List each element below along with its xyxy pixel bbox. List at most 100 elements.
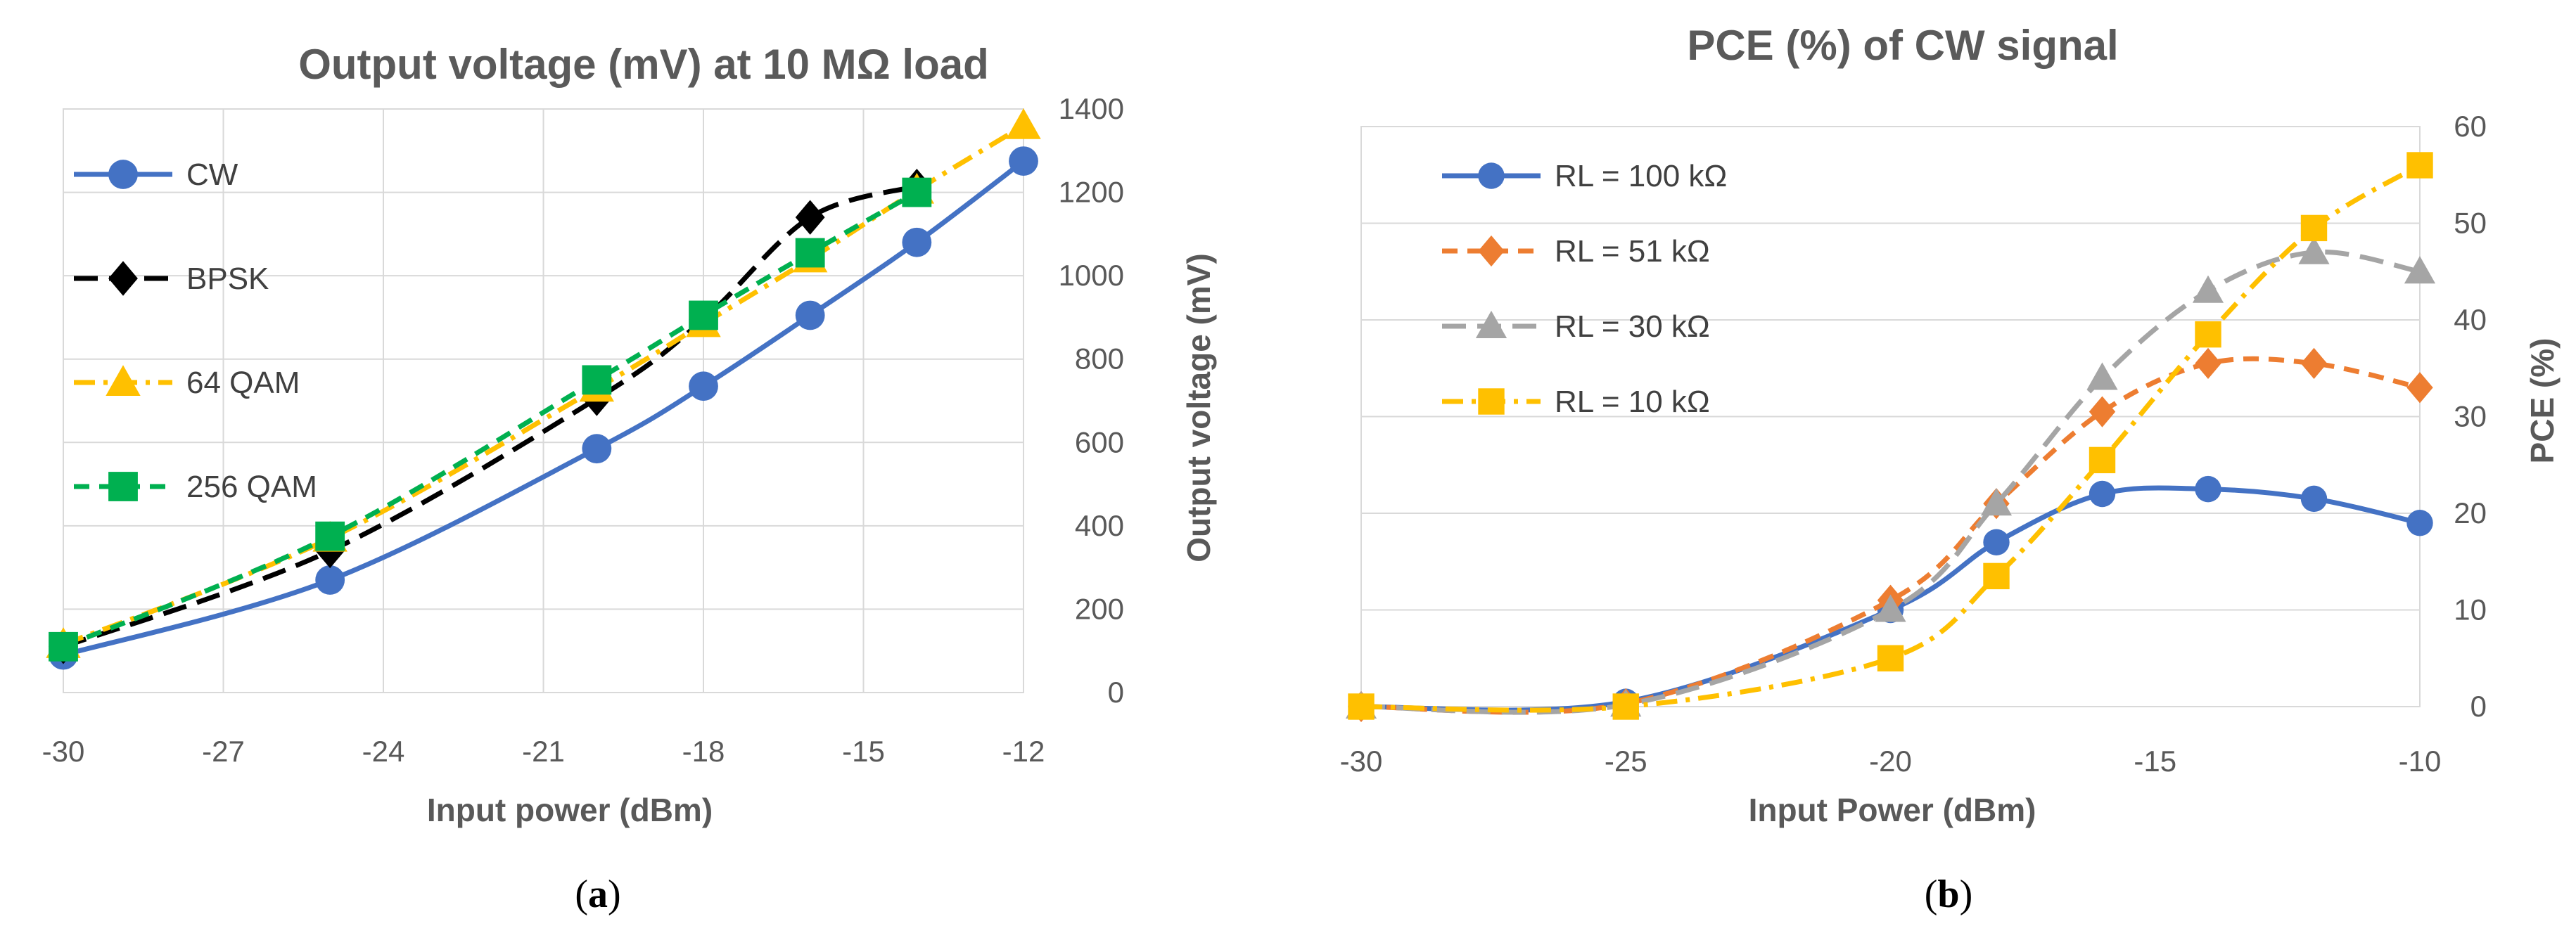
chart-a-legend-label: BPSK	[186, 262, 269, 296]
chart-b-legend-swatch-marker	[1475, 310, 1507, 338]
chart-a-data-point-cw	[902, 227, 932, 257]
chart-b-grid	[1361, 126, 2420, 611]
chart-b-data-point-rl-51-k	[2089, 396, 2116, 427]
chart-b: PCE (%) of CW signal Input Power (dBm) P…	[1340, 22, 2561, 916]
chart-b-y-tick-labels: 0 10 20 30 40 50 60	[2454, 110, 2487, 723]
chart-b-legend-label: RL = 100 kΩ	[1555, 159, 1727, 193]
chart-a-legend-item-64-qam: 64 QAM	[74, 365, 300, 400]
chart-b-series-line-rl-30-k	[1360, 249, 2421, 715]
chart-b-data-point-rl-10-k	[1612, 693, 1639, 720]
chart-b-data-point-rl-100-k	[2089, 480, 2116, 508]
chart-b-data-point-rl-10-k	[2195, 321, 2221, 348]
chart-a-caption-letter: a	[588, 873, 608, 916]
chart-b-data-point-rl-30-k	[2404, 256, 2436, 284]
chart-a-x-tick-label: -12	[1002, 735, 1045, 768]
chart-b-data-point-rl-10-k	[1983, 562, 2010, 590]
chart-b-legend-label: RL = 30 kΩ	[1555, 309, 1710, 344]
chart-a-y-tick-label: 0	[1108, 676, 1124, 709]
chart-b-data-point-rl-51-k	[2195, 347, 2221, 379]
chart-a-x-tick-label: -27	[202, 735, 245, 768]
chart-b-title: PCE (%) of CW signal	[1687, 22, 2118, 69]
chart-b-y-tick-label: 60	[2454, 110, 2487, 143]
chart-a-x-tick-label: -18	[682, 735, 725, 768]
chart-a-title: Output voltage (mV) at 10 MΩ load	[298, 41, 989, 88]
chart-a-legend-item-256-qam: 256 QAM	[74, 470, 317, 504]
chart-b-data-point-rl-100-k	[2195, 475, 2221, 503]
chart-a-series-group	[46, 108, 1041, 670]
chart-b-data-point-rl-100-k	[1983, 529, 2010, 555]
chart-b-data-point-rl-10-k	[2300, 214, 2328, 242]
chart-a-y-tick-label: 200	[1075, 592, 1124, 625]
chart-b-x-axis-title: Input Power (dBm)	[1749, 792, 2036, 828]
chart-b-data-point-rl-30-k	[1875, 594, 1906, 622]
chart-a-legend: CW BPSK 64 QAM 256 QAM	[74, 157, 317, 504]
chart-b-x-tick-label: -20	[1869, 745, 1912, 778]
chart-b-data-point-rl-51-k	[2300, 347, 2328, 379]
chart-a-legend-label: 256 QAM	[186, 470, 317, 504]
chart-b-x-tick-labels: -30 -25 -20 -15 -10	[1340, 745, 2442, 778]
chart-a-y-tick-label: 1400	[1059, 92, 1124, 125]
chart-a-y-tick-label: 1200	[1059, 176, 1124, 209]
chart-a-data-point-256-qam	[902, 177, 932, 207]
chart-b-y-axis-title: PCE (%)	[2524, 338, 2561, 464]
chart-a-x-tick-label: -24	[362, 735, 405, 768]
chart-b-data-point-rl-30-k	[2086, 362, 2118, 390]
chart-a-data-point-256-qam	[795, 238, 825, 268]
chart-b-legend-label: RL = 51 kΩ	[1555, 234, 1710, 269]
chart-a-series-line-256-qam	[62, 190, 919, 650]
chart-b-data-point-rl-10-k	[2406, 152, 2433, 179]
chart-a-legend-item-bpsk: BPSK	[74, 261, 269, 296]
chart-b-series-group	[1345, 152, 2436, 723]
chart-a-legend-label: CW	[186, 157, 238, 192]
chart-b-y-tick-label: 40	[2454, 303, 2487, 336]
chart-a-legend-swatch-marker	[108, 261, 138, 296]
chart-b-legend-label: RL = 10 kΩ	[1555, 385, 1710, 419]
chart-b-legend-swatch-marker	[1478, 235, 1505, 267]
chart-a-data-point-64-qam	[1006, 108, 1041, 139]
chart-a-y-tick-label: 400	[1075, 509, 1124, 542]
chart-b-y-tick-label: 20	[2454, 496, 2487, 529]
chart-b-y-tick-label: 0	[2470, 690, 2487, 723]
chart-a-grid	[63, 108, 1024, 693]
chart-b-legend-item-rl-30-k: RL = 30 kΩ	[1442, 309, 1710, 344]
chart-b-legend-swatch-marker	[1478, 388, 1505, 415]
chart-a-y-tick-label: 600	[1075, 425, 1124, 458]
chart-b-legend-item-rl-51-k: RL = 51 kΩ	[1442, 234, 1710, 269]
chart-a-data-point-256-qam	[582, 365, 612, 395]
chart-a-y-axis-title: Output voltage (mV)	[1180, 253, 1217, 562]
chart-b-y-tick-label: 30	[2454, 400, 2487, 433]
chart-b-y-tick-label: 50	[2454, 207, 2487, 240]
chart-a-legend-label: 64 QAM	[186, 366, 300, 400]
chart-b-caption-letter: b	[1937, 873, 1959, 916]
chart-a-x-tick-label: -30	[42, 735, 85, 768]
chart-b-data-point-rl-51-k	[2406, 372, 2433, 404]
chart-a-data-point-256-qam	[315, 521, 345, 551]
chart-a-x-axis-title: Input power (dBm)	[427, 792, 713, 828]
chart-b-x-tick-label: -25	[1605, 745, 1647, 778]
chart-b-legend-swatch-marker	[1478, 162, 1505, 189]
chart-b-legend: RL = 100 kΩ RL = 51 kΩ RL = 30 kΩ RL = 10 k…	[1442, 159, 1727, 419]
chart-a-series-line-bpsk	[62, 184, 918, 650]
chart-b-x-tick-label: -30	[1340, 745, 1383, 778]
chart-a-y-tick-labels: 0 200 400 600 800 1000 1200 1400	[1059, 92, 1124, 709]
chart-b-x-tick-label: -10	[2399, 745, 2442, 778]
chart-a-caption: (a)	[575, 873, 620, 916]
chart-a-data-point-cw	[689, 371, 718, 401]
chart-a-legend-item-cw: CW	[74, 157, 238, 192]
chart-a-x-tick-label: -21	[522, 735, 565, 768]
chart-b-series-line-rl-10-k	[1360, 162, 2421, 713]
chart-a-legend-swatch-marker	[108, 472, 138, 501]
chart-a: Output voltage (mV) at 10 MΩ load Input …	[42, 41, 1217, 916]
chart-b-data-point-rl-10-k	[2089, 446, 2116, 474]
chart-b-legend-item-rl-10-k: RL = 10 kΩ	[1442, 385, 1710, 419]
chart-a-data-point-cw	[1009, 146, 1038, 176]
chart-a-legend-swatch-marker	[106, 365, 141, 396]
chart-a-x-tick-label: -15	[842, 735, 885, 768]
chart-b-data-point-rl-10-k	[1348, 693, 1375, 720]
chart-b-data-point-rl-30-k	[2192, 275, 2224, 303]
chart-b-x-tick-label: -15	[2134, 745, 2176, 778]
chart-b-legend-item-rl-100-k: RL = 100 kΩ	[1442, 159, 1727, 193]
chart-a-y-tick-label: 800	[1075, 342, 1124, 375]
chart-a-data-point-bpsk	[795, 200, 825, 235]
